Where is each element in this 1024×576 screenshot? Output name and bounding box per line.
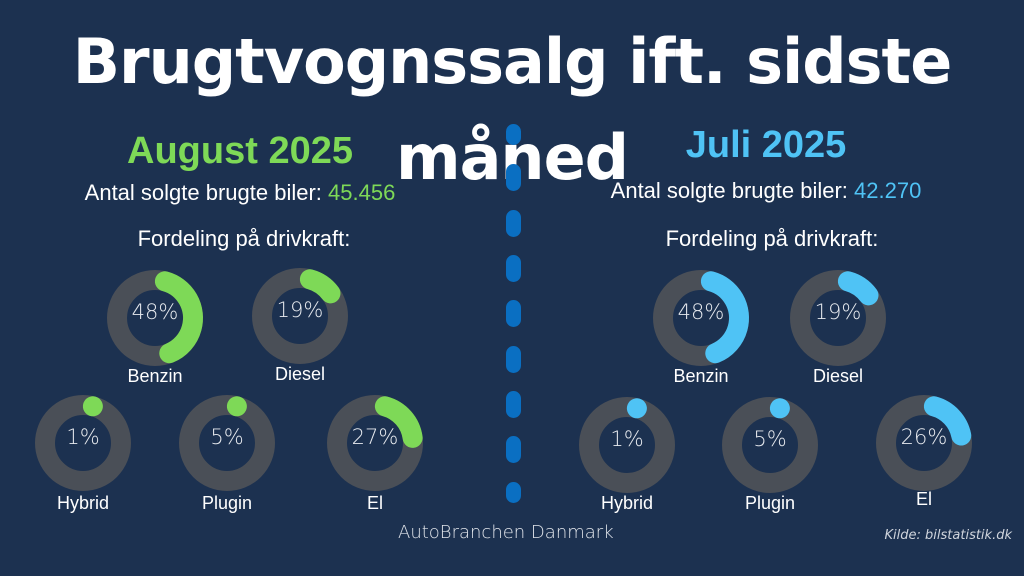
donut-arc-el [876,394,972,491]
page-title: Brugtvognssalg ift. sidste måned [72,25,953,194]
donut-chart [107,269,203,366]
donut-category-label: Benzin [127,366,183,386]
panel-title: Juli 2025 [685,124,847,166]
donut-category-label: Diesel [274,364,326,384]
divider-dash [506,164,521,191]
divider-dash [506,436,521,463]
sold-count-value: 42.270 [854,178,922,203]
donut-category-label: Hybrid [600,493,653,513]
donut-arc-hybrid [34,394,131,491]
donut-plugin: 5% Plugin [177,393,277,523]
panel-title: August 2025 [127,130,353,172]
donut-el: 27% El [325,393,425,523]
donut-plugin: 5% Plugin [720,395,820,525]
donut-el: 26% El [874,393,974,523]
donut-benzin: 48% Benzin [105,268,205,398]
donut-value-label: 26% [900,425,948,449]
donut-chart [179,394,275,491]
sold-count-label: Antal solgte brugte biler: [84,180,322,205]
donut-arc-benzin [107,269,203,366]
sold-count: Antal solgte brugte biler: 45.456 [0,180,496,206]
panel-august: August 2025 Antal solgte brugte biler: 4… [0,130,496,523]
donut-value-label: 1% [66,425,100,449]
donut-arc-hybrid [579,396,675,493]
divider-dash [506,210,521,237]
donut-value-label: 19% [276,298,324,322]
divider-dash [506,255,521,282]
donut-chart [252,267,348,364]
donut-arc-diesel [252,267,348,364]
donut-category-label: Hybrid [56,493,109,513]
donut-chart [579,396,675,493]
donut-value-label: 19% [814,300,862,324]
donut-category-label: Plugin [744,493,796,513]
panel-juli: Juli 2025 Antal solgte brugte biler: 42.… [512,0,1024,576]
donut-chart [722,396,818,493]
donut-benzin: 48% Benzin [651,268,751,398]
donut-arc-benzin [653,269,749,366]
donut-chart [34,394,131,491]
sold-count-value: 45.456 [328,180,396,205]
donut-category-label: El [366,493,383,513]
donut-value-label: 48% [677,300,725,324]
divider-dash [506,300,521,327]
donut-value-label: 5% [210,425,244,449]
divider-dash [506,391,521,418]
donut-arc-plugin [179,394,275,491]
donut-arc-el [327,394,423,491]
donut-hybrid: 1% Hybrid [577,395,677,525]
donut-arc-diesel [790,269,886,366]
donut-chart [876,394,972,491]
donut-arc-plugin [722,396,818,493]
donut-value-label: 27% [351,425,399,449]
donut-category-label: Diesel [812,366,864,386]
donut-value-label: 48% [131,300,179,324]
donut-value-label: 5% [753,427,787,451]
donut-chart [327,394,423,491]
distribution-heading: Fordeling på drivkraft: [665,226,879,251]
distribution-heading: Fordeling på drivkraft: [137,226,351,251]
donut-category-label: Benzin [673,366,729,386]
donut-category-label: Plugin [201,493,253,513]
donut-diesel: 19% Diesel [788,268,888,398]
source-credit: Kilde: bilstatistik.dk [884,528,1012,543]
divider-dash [506,346,521,373]
sold-count-label: Antal solgte brugte biler: [610,178,848,203]
sold-count: Antal solgte brugte biler: 42.270 [510,178,1022,204]
footer-brand: AutoBranchen Danmark [398,522,614,543]
donut-chart [653,269,749,366]
donut-category-label: El [915,489,932,509]
donut-chart [790,269,886,366]
divider-dash [506,482,521,503]
dashed-divider [506,124,521,503]
donut-hybrid: 1% Hybrid [33,393,133,523]
donut-value-label: 1% [610,427,644,451]
donut-diesel: 19% Diesel [250,266,350,396]
divider-dash [506,124,521,145]
